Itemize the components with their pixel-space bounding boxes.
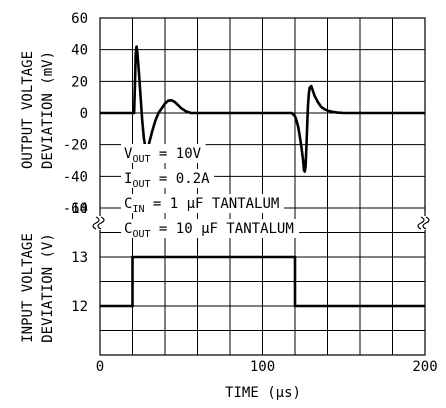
axis-break-icon — [97, 216, 105, 230]
upper-y-tick-label: 60 — [71, 11, 88, 27]
axis-break-icon — [422, 216, 430, 230]
x-tick-label: 200 — [412, 359, 437, 375]
input-voltage-step-line — [100, 255, 425, 308]
annotation-mask — [121, 169, 215, 188]
lower-y-tick-label: 12 — [71, 299, 88, 315]
upper-ylabel-line2: DEVIATION (mV) — [40, 51, 56, 169]
annotation-mask — [121, 144, 206, 163]
lower-ylabel-line1: INPUT VOLTAGE — [20, 233, 36, 343]
lower-ylabel-line2: DEVIATION (V) — [40, 233, 56, 343]
axis-break-icon — [92, 216, 100, 230]
lower-y-tick-label: 13 — [71, 250, 88, 266]
upper-y-tick-label: -40 — [63, 169, 88, 185]
x-tick-label: 0 — [96, 359, 104, 375]
x-tick-label: 100 — [250, 359, 275, 375]
plot-frame — [99, 17, 426, 356]
upper-y-tick-label: -60 — [63, 201, 88, 217]
upper-y-tick-label: 0 — [80, 106, 88, 122]
annotation-mask — [121, 219, 300, 238]
annotation-line: COUT = 10 μF TANTALUM — [124, 221, 294, 240]
x-axis-label: TIME (μs) — [225, 385, 301, 401]
upper-y-tick-label: -20 — [63, 138, 88, 154]
upper-ylabel-line1: OUTPUT VOLTAGE — [20, 51, 36, 169]
annotation-line: IOUT = 0.2A — [124, 171, 210, 190]
annotation-mask — [121, 194, 285, 213]
upper-y-tick-label: 20 — [71, 74, 88, 90]
lower-y-tick-label: 14 — [71, 201, 88, 217]
annotation-line: VOUT = 10V — [124, 146, 202, 165]
axis-break-icon — [417, 216, 425, 230]
upper-y-tick-label: 40 — [71, 43, 88, 59]
annotation-line: CIN = 1 μF TANTALUM — [124, 196, 279, 215]
